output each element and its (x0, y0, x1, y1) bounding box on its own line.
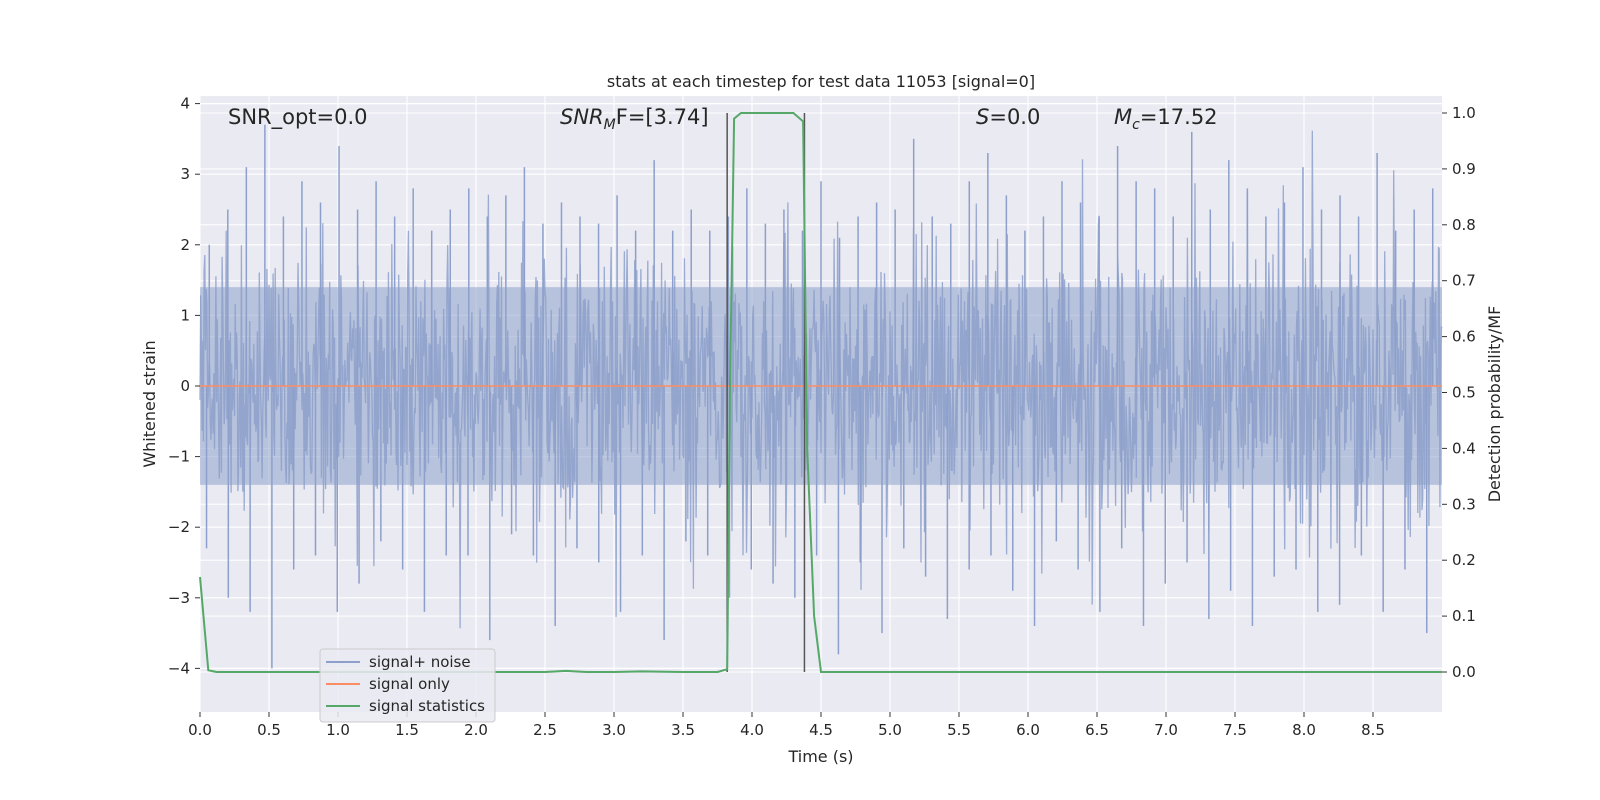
x-tick-label: 3.0 (602, 721, 626, 739)
x-tick-label: 8.5 (1361, 721, 1385, 739)
y-tick-label: −1 (168, 448, 190, 466)
s-italic: S (976, 105, 989, 129)
x-tick-label: 0.0 (188, 721, 212, 739)
y-right-tick-label: 0.9 (1452, 160, 1476, 178)
snr-mf-base: SNR (560, 105, 604, 129)
legend-label-signal-only: signal only (369, 675, 450, 693)
x-tick-label: 5.5 (947, 721, 971, 739)
y-tick-label: 4 (180, 95, 190, 113)
y-tick-label: 1 (180, 306, 190, 324)
s-rest: =0.0 (989, 105, 1040, 129)
x-tick-label: 8.0 (1292, 721, 1316, 739)
x-tick-label: 2.5 (533, 721, 557, 739)
legend-label-signal-statistics: signal statistics (369, 697, 485, 715)
y-right-tick-label: 0.2 (1452, 551, 1476, 569)
legend-box (319, 648, 496, 723)
tick-labels: 0.0 0.5 1.0 1.5 2.0 2.5 3.0 3.5 4.0 4.5 5.0 5.5 6.0 6… (168, 95, 1476, 739)
x-tick-label: 0.5 (257, 721, 281, 739)
y-right-tick-label: 0.3 (1452, 495, 1476, 513)
y-tick-label: −2 (168, 518, 190, 536)
annotation-s: S=0.0 (976, 105, 1040, 129)
snr-mf-rest: F=[3.74] (616, 105, 709, 129)
x-tick-label: 7.0 (1154, 721, 1178, 739)
x-tick-label: 6.5 (1085, 721, 1109, 739)
x-tick-label: 6.0 (1016, 721, 1040, 739)
x-tick-label: 5.0 (878, 721, 902, 739)
mc-sub: c (1132, 117, 1140, 133)
series-layer (199, 112, 1443, 673)
mc-rest: =17.52 (1140, 105, 1218, 129)
x-tick-label: 7.5 (1223, 721, 1247, 739)
legend: signal+ noise signal only signal statist… (319, 648, 496, 723)
x-tick-label: 2.0 (464, 721, 488, 739)
annotation-snr-mf: SNRMF=[3.74] (560, 105, 709, 133)
y-tick-label: 3 (180, 165, 190, 183)
y-right-tick-label: 0.7 (1452, 272, 1476, 290)
snr-mf-sub: M (604, 117, 616, 133)
x-tick-label: 4.5 (809, 721, 833, 739)
y-right-tick-label: 0.6 (1452, 328, 1476, 346)
x-tick-label: 1.0 (326, 721, 350, 739)
x-axis-label: Time (s) (787, 747, 853, 766)
annotation-snr-opt: SNR_opt=0.0 (228, 105, 368, 130)
chart-title: stats at each timestep for test data 110… (607, 72, 1035, 91)
y-right-tick-label: 0.1 (1452, 607, 1476, 625)
legend-label-signal-noise: signal+ noise (369, 653, 471, 671)
y-axis-label: Whitened strain (140, 340, 159, 467)
y-right-tick-label: 1.0 (1452, 104, 1476, 122)
y-right-axis-label: Detection probability/MF (1485, 306, 1504, 503)
y-tick-label: −4 (168, 659, 190, 677)
y-tick-label: −3 (168, 589, 190, 607)
x-tick-label: 3.5 (671, 721, 695, 739)
mc-italic: M (1114, 105, 1132, 129)
y-right-tick-label: 0.4 (1452, 439, 1476, 457)
x-tick-label: 4.0 (740, 721, 764, 739)
y-right-tick-label: 0.0 (1452, 663, 1476, 681)
y-right-tick-label: 0.8 (1452, 216, 1476, 234)
y-tick-label: 0 (180, 377, 190, 395)
y-tick-label: 2 (180, 236, 190, 254)
annotation-mc: Mc=17.52 (1114, 105, 1218, 133)
x-tick-label: 1.5 (395, 721, 419, 739)
y-right-tick-label: 0.5 (1452, 384, 1476, 402)
